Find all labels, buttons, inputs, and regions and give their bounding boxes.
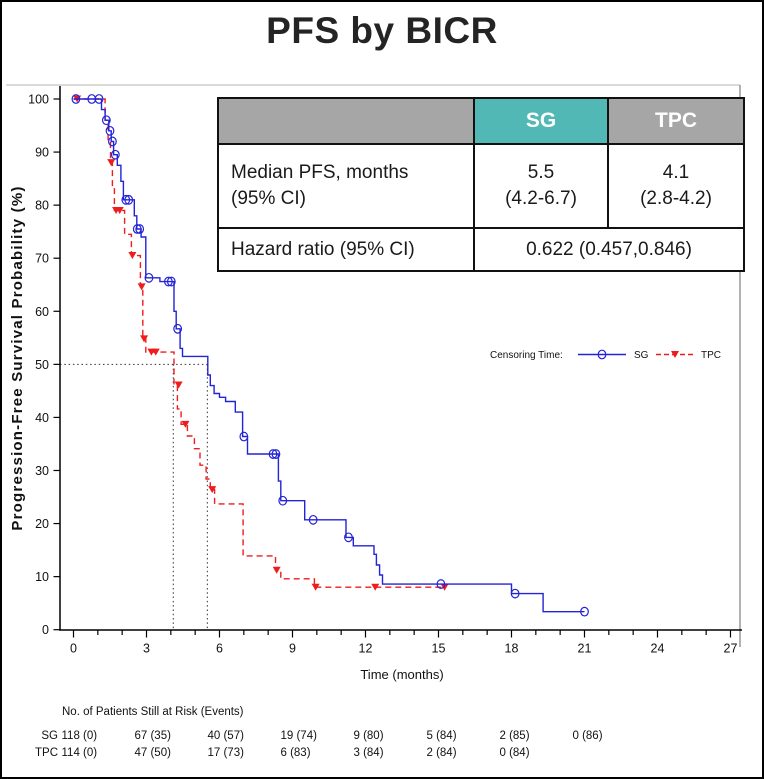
risk-row-label-tpc: TPC [35,747,58,759]
y-tick-70: 70 [35,252,49,266]
x-tick-12: 12 [359,642,373,656]
hazard-ratio-row: Hazard ratio (95% CI) 0.622 (0.457,0.846… [217,227,745,272]
risk-row-label-sg: SG [41,730,58,742]
y-tick-60: 60 [35,305,49,319]
risk-value: 40 (57) [207,730,244,742]
y-tick-20: 20 [35,517,49,531]
x-tick-9: 9 [289,642,296,656]
x-tick-21: 21 [578,642,592,656]
reference-lines [60,363,208,630]
header-cell-empty [217,97,475,145]
x-tick-18: 18 [505,642,519,656]
risk-value: 5 (84) [426,730,456,742]
risk-value: 118 (0) [62,730,98,742]
stats-header-row: SG TPC [217,97,745,145]
median-pfs-sg-value: 5.5 (4.2-6.7) [473,143,609,229]
risk-value: 0 (86) [572,730,602,742]
tpc-curve [73,98,446,588]
y-tick-100: 100 [28,93,49,107]
risk-value: 114 (0) [62,747,98,759]
risk-value: 9 (80) [353,730,383,742]
risk-value: 2 (84) [426,747,456,759]
y-tick-0: 0 [42,623,49,637]
legend-item-sg: SG [634,350,649,361]
sg-curve [73,98,585,613]
y-tick-50: 50 [35,358,49,372]
x-tick-27: 27 [724,642,738,656]
tpc-censor-marks [73,95,449,591]
x-tick-15: 15 [432,642,446,656]
y-tick-10: 10 [35,570,49,584]
median-pfs-label: Median PFS, months (95% CI) [217,143,475,229]
risk-value: 0 (84) [499,747,529,759]
sg-step-line [73,98,585,613]
sg-censor-marks [71,94,589,617]
y-axis-title: Progression-Free Survival Probability (%… [9,185,26,530]
risk-value: 47 (50) [134,747,171,759]
y-tick-40: 40 [35,411,49,425]
y-tick-90: 90 [35,146,49,160]
legend: Censoring Time: SG TPC [490,349,721,361]
x-tick-24: 24 [651,642,665,656]
y-tick-30: 30 [35,464,49,478]
header-cell-sg: SG [473,97,609,145]
risk-value: 3 (84) [353,747,383,759]
risk-table-title: No. of Patients Still at Risk (Events) [62,706,244,718]
hazard-ratio-label: Hazard ratio (95% CI) [217,227,475,272]
risk-value: 19 (74) [280,730,317,742]
tpc-step-line [73,98,446,588]
legend-item-tpc: TPC [701,350,721,361]
y-tick-80: 80 [35,199,49,213]
risk-value: 2 (85) [499,730,529,742]
x-tick-0: 0 [70,642,77,656]
risk-value: 17 (73) [207,747,244,759]
stats-table: SG TPC Median PFS, months (95% CI) 5.5 (… [217,97,745,272]
risk-value: 67 (35) [134,730,171,742]
axes: 0 3 6 9 12 15 18 21 24 27 0 10 20 30 40 50 60 70 80 90 100 Ti… [9,86,742,682]
risk-value: 6 (83) [280,747,310,759]
chart-title: PFS by BICR [266,10,498,51]
hazard-ratio-value: 0.622 (0.457,0.846) [473,227,745,272]
x-tick-6: 6 [216,642,223,656]
x-tick-3: 3 [143,642,150,656]
x-axis-title: Time (months) [360,667,443,682]
legend-label: Censoring Time: [490,350,563,361]
median-pfs-row: Median PFS, months (95% CI) 5.5 (4.2-6.7… [217,143,745,229]
header-cell-tpc: TPC [607,97,745,145]
median-pfs-tpc-value: 4.1 (2.8-4.2) [607,143,745,229]
risk-table: No. of Patients Still at Risk (Events) SG… [35,706,603,759]
